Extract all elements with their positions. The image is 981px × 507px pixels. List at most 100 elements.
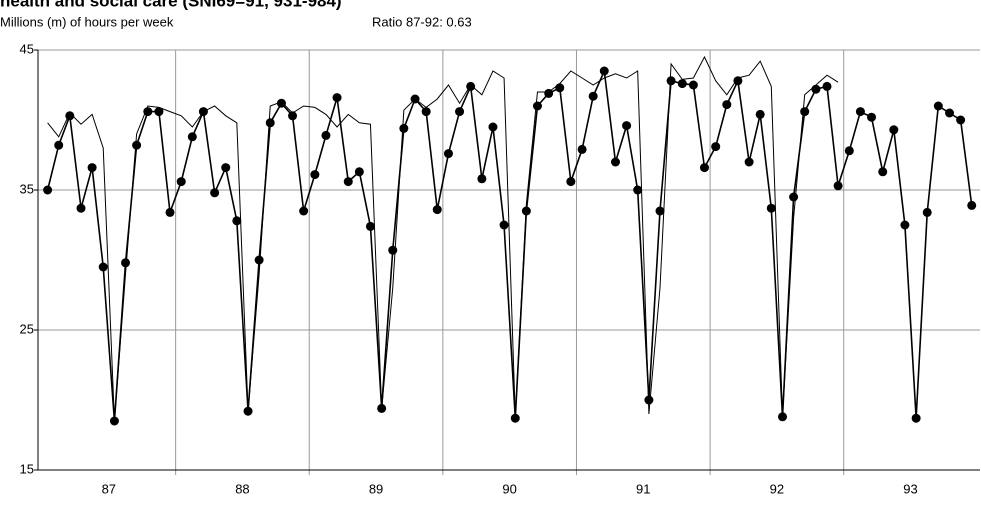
data-point (243, 406, 253, 416)
data-point (354, 167, 364, 177)
data-point (878, 167, 888, 177)
data-point (288, 111, 298, 121)
data-point (889, 125, 899, 135)
data-point (622, 121, 632, 131)
data-point (766, 203, 776, 213)
data-point (844, 146, 854, 156)
data-point (544, 88, 554, 98)
data-point (198, 107, 208, 117)
data-point (733, 76, 743, 86)
data-point (510, 413, 520, 423)
data-point (121, 258, 131, 268)
data-point (855, 107, 865, 117)
x-tick-label: 92 (770, 481, 784, 496)
data-point (933, 101, 943, 111)
data-point (599, 66, 609, 76)
data-point (76, 203, 86, 213)
data-point (744, 157, 754, 167)
y-tick-label: 15 (20, 461, 34, 476)
data-point (165, 207, 175, 217)
data-point (633, 185, 643, 195)
chart-title: health and social care (SNI69=91, 931-98… (0, 0, 342, 10)
data-point (399, 123, 409, 133)
x-tick-label: 89 (369, 481, 383, 496)
data-point (677, 79, 687, 89)
data-point (789, 192, 799, 202)
x-tick-label: 90 (502, 481, 516, 496)
data-point (109, 416, 119, 426)
data-point (187, 132, 197, 142)
data-point (577, 144, 587, 154)
data-point (555, 83, 565, 93)
y-tick-label: 45 (20, 41, 34, 56)
series-line (47, 55, 839, 422)
data-point (343, 177, 353, 187)
data-point (945, 108, 955, 118)
data-point (867, 112, 877, 122)
data-point (822, 81, 832, 91)
data-point (688, 80, 698, 90)
data-point (666, 76, 676, 86)
data-point (443, 149, 453, 159)
data-point (299, 206, 309, 216)
data-point (466, 81, 476, 91)
data-point (499, 220, 509, 230)
data-point (276, 98, 286, 108)
data-point (699, 163, 709, 173)
x-tick-label: 87 (102, 481, 116, 496)
data-point (566, 177, 576, 187)
data-point (521, 206, 531, 216)
chart-subtitle: Millions (m) of hours per week (0, 14, 174, 29)
data-point (410, 94, 420, 104)
data-point (388, 245, 398, 255)
data-point (900, 220, 910, 230)
data-point (54, 140, 64, 150)
x-tick-label: 88 (235, 481, 249, 496)
x-tick-label: 93 (903, 481, 917, 496)
y-tick-label: 35 (20, 181, 34, 196)
y-tick-label: 25 (20, 321, 34, 336)
data-point (132, 140, 142, 150)
data-point (922, 207, 932, 217)
data-point (755, 109, 765, 119)
data-point (98, 262, 108, 272)
data-point (911, 413, 921, 423)
data-point (87, 163, 97, 173)
data-point (956, 115, 966, 125)
data-point (43, 185, 53, 195)
data-point (711, 142, 721, 152)
data-point (967, 200, 977, 210)
data-point (833, 181, 843, 191)
data-point (321, 130, 331, 140)
data-point (310, 170, 320, 180)
data-point (421, 107, 431, 117)
data-point (778, 412, 788, 422)
data-point (655, 206, 665, 216)
data-point (232, 216, 242, 226)
data-point (377, 403, 387, 413)
data-point (532, 101, 542, 111)
data-point (332, 93, 342, 103)
data-point (365, 221, 375, 231)
data-point (610, 157, 620, 167)
x-tick-label: 91 (636, 481, 650, 496)
data-point (221, 163, 231, 173)
data-point (65, 111, 75, 121)
data-point (432, 205, 442, 215)
data-point (811, 84, 821, 94)
data-point (176, 177, 186, 187)
data-point (265, 118, 275, 128)
data-point (644, 395, 654, 405)
data-point (254, 255, 264, 265)
data-point (143, 107, 153, 117)
data-point (722, 100, 732, 110)
data-point (455, 107, 465, 117)
data-point (477, 174, 487, 184)
annotation: Ratio 87-92: 0.63 (372, 14, 472, 29)
data-point (210, 188, 220, 198)
data-point (588, 91, 598, 101)
data-point (800, 107, 810, 117)
data-point (488, 122, 498, 132)
data-point (154, 107, 164, 117)
